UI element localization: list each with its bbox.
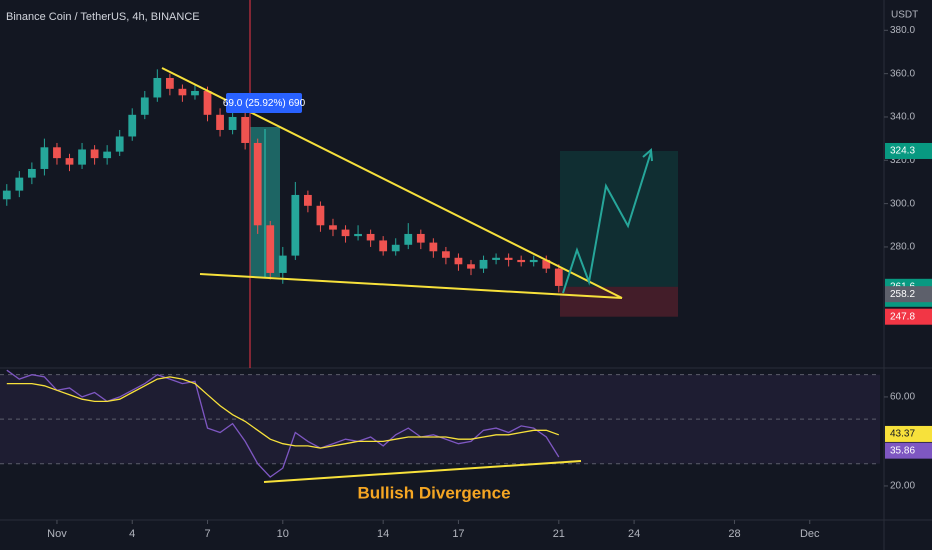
- candle-body: [291, 194, 300, 256]
- candle-body: [454, 257, 463, 265]
- chart-title: Binance Coin / TetherUS, 4h, BINANCE: [6, 11, 200, 23]
- x-tick-label: 21: [553, 528, 565, 540]
- y-tick-label: 340.0: [890, 112, 915, 123]
- candle-body: [65, 158, 74, 165]
- candle-body: [391, 244, 400, 252]
- candle-body: [529, 259, 538, 263]
- candle-body: [429, 242, 438, 252]
- price-tag: [885, 142, 932, 159]
- candle-body: [241, 116, 250, 143]
- candle-body: [90, 149, 99, 159]
- candle-body: [517, 259, 526, 263]
- candle-body: [191, 90, 199, 96]
- candle-body: [278, 255, 287, 273]
- stop-zone: [560, 286, 678, 317]
- candle-body: [115, 136, 124, 152]
- y-tick-label: 280.0: [890, 242, 915, 253]
- candle-body: [542, 259, 551, 269]
- rsi-line: [6, 369, 560, 478]
- value-tag: [885, 442, 932, 459]
- x-tick-label: 24: [628, 528, 640, 540]
- value-tag: [885, 425, 932, 442]
- candle-body: [228, 116, 237, 130]
- candle-body: [329, 225, 337, 230]
- candle-body: [341, 229, 350, 237]
- candle-body: [266, 225, 275, 273]
- candle-body: [416, 233, 425, 243]
- candle-body: [27, 168, 36, 178]
- candle-body: [442, 251, 450, 258]
- y-tick-label: 300.0: [890, 198, 915, 209]
- candle-body: [467, 264, 475, 269]
- price-tag-label: 324.3: [890, 146, 915, 157]
- price-tag: [885, 308, 932, 325]
- x-tick-label: 17: [452, 528, 464, 540]
- measure-label: 69.0 (25.92%) 690: [223, 98, 306, 109]
- x-tick-label: 4: [129, 528, 135, 540]
- y-unit: USDT: [891, 10, 918, 21]
- wedge-lower-line: [199, 273, 623, 299]
- x-tick-label: 7: [204, 528, 210, 540]
- candle-body: [354, 233, 362, 237]
- candle-body: [554, 268, 563, 286]
- price-tag: [885, 286, 932, 303]
- value-tag-label: 43.37: [890, 429, 915, 440]
- y-tick-label: 360.0: [890, 68, 915, 79]
- x-tick-label: 28: [728, 528, 740, 540]
- candle-body: [379, 240, 388, 252]
- candle-body: [366, 233, 375, 241]
- y-tick-label: 380.0: [890, 25, 915, 36]
- candle-body: [165, 77, 174, 89]
- candle-body: [316, 205, 325, 226]
- x-tick-label: Dec: [800, 528, 820, 540]
- candle-body: [78, 149, 86, 165]
- candle-body: [178, 88, 187, 96]
- measure-tooltip: [226, 93, 302, 113]
- candle-body: [53, 147, 61, 159]
- price-tag-label: 247.8: [890, 311, 915, 322]
- candle-body: [203, 90, 212, 115]
- drawings-under: 380.0 360.0 340.0 320.0 300.0 280.0 Nov 4 7 10 14 1…: [0, 0, 915, 540]
- candle-body: [40, 147, 49, 169]
- y-tick-label: 20.00: [890, 481, 915, 492]
- projection-path: [562, 151, 652, 294]
- x-tick-label: Nov: [47, 528, 67, 540]
- candle-body: [404, 233, 413, 245]
- divergence-annotation: Bullish Divergence: [357, 483, 510, 502]
- rsi-line: [6, 376, 560, 449]
- candle-body: [2, 190, 11, 200]
- candle-body: [504, 257, 513, 260]
- candle-body: [103, 151, 112, 159]
- y-tick-label: 60.00: [890, 392, 915, 403]
- candle-body: [303, 194, 312, 206]
- target-zone: [560, 150, 678, 287]
- candle-body: [492, 257, 500, 260]
- divergence-line: [263, 460, 582, 483]
- candle-body: [128, 114, 137, 137]
- value-tag-label: 35.86: [890, 445, 915, 456]
- candle-body: [15, 177, 24, 191]
- candle-body: [216, 114, 224, 130]
- candle-body: [153, 77, 162, 98]
- projection-arrowhead: [642, 147, 653, 162]
- y-tick-label: 320.0: [890, 155, 915, 166]
- candles: [2, 69, 563, 478]
- x-tick-label: 10: [277, 528, 289, 540]
- candle-body: [140, 97, 149, 115]
- drawings-over: 69.0 (25.92%) 690 Binance Coin / TetherU…: [6, 10, 932, 502]
- price-tag-label: 258.2: [890, 289, 915, 300]
- candle-body: [253, 142, 262, 226]
- x-tick-label: 14: [377, 528, 389, 540]
- candle-body: [479, 259, 488, 269]
